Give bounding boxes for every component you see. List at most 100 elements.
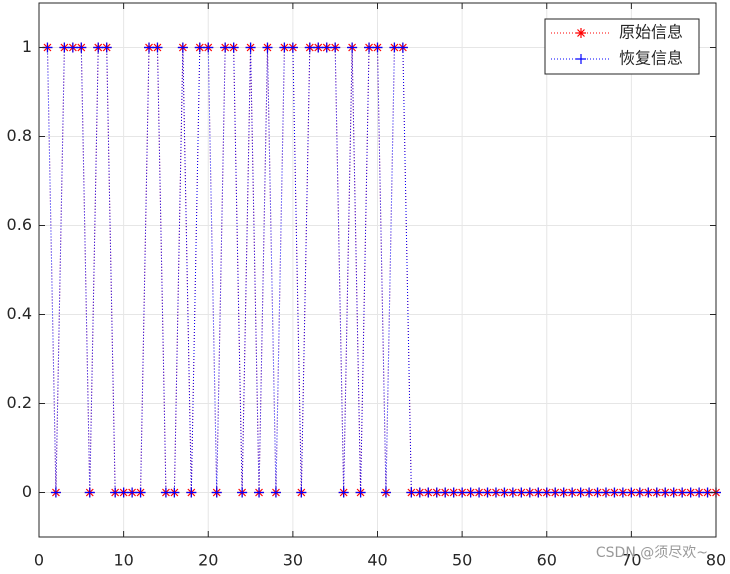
marker — [490, 487, 501, 498]
marker — [169, 487, 180, 498]
marker — [499, 487, 510, 498]
marker — [270, 487, 281, 498]
legend-marker — [576, 28, 586, 38]
marker — [330, 42, 341, 53]
marker — [380, 487, 391, 498]
marker — [533, 487, 544, 498]
marker — [177, 42, 188, 53]
marker — [321, 42, 332, 53]
marker — [558, 487, 569, 498]
marker — [355, 487, 366, 498]
marker — [431, 487, 442, 498]
marker — [110, 487, 121, 498]
legend-label: 原始信息 — [619, 23, 683, 42]
marker — [262, 42, 273, 53]
marker — [67, 42, 78, 53]
legend-box — [544, 18, 700, 75]
y-tick-label: 1 — [22, 37, 32, 56]
marker — [617, 487, 628, 498]
marker — [50, 487, 61, 498]
marker — [592, 487, 603, 498]
x-tick-label: 70 — [621, 551, 641, 570]
marker — [237, 487, 248, 498]
marker — [397, 42, 408, 53]
x-tick-label: 50 — [452, 551, 472, 570]
marker — [245, 42, 256, 53]
marker — [575, 487, 586, 498]
marker — [474, 487, 485, 498]
marker — [194, 42, 205, 53]
marker — [296, 487, 307, 498]
grid — [38, 3, 717, 537]
marker — [414, 487, 425, 498]
ticks: 0 10 20 30 40 50 60 70 80 0 0.2 0.4 0.6 0.8 1 — [7, 3, 726, 570]
marker — [626, 487, 637, 498]
marker — [457, 487, 468, 498]
marker — [507, 487, 518, 498]
watermark: CSDN @须尽欢~ — [596, 545, 708, 561]
marker — [347, 42, 358, 53]
y-tick-label: 0.6 — [7, 215, 32, 234]
marker — [643, 487, 654, 498]
x-tick-label: 60 — [537, 551, 557, 570]
marker — [651, 487, 662, 498]
marker — [93, 42, 104, 53]
marker — [211, 487, 222, 498]
marker — [600, 487, 611, 498]
x-tick-label: 10 — [113, 551, 133, 570]
marker — [634, 487, 645, 498]
marker — [516, 487, 527, 498]
marker — [694, 487, 705, 498]
marker — [677, 487, 688, 498]
marker — [364, 42, 375, 53]
marker — [220, 42, 231, 53]
marker — [584, 487, 595, 498]
x-tick-label: 30 — [283, 551, 303, 570]
marker — [372, 42, 383, 53]
marker — [567, 487, 578, 498]
y-tick-label: 0.2 — [7, 393, 32, 412]
marker — [685, 487, 696, 498]
marker — [144, 42, 155, 53]
marker — [338, 487, 349, 498]
marker — [160, 487, 171, 498]
marker — [152, 42, 163, 53]
y-tick-label: 0.4 — [7, 304, 32, 323]
marker — [465, 487, 476, 498]
marker — [279, 42, 290, 53]
marker — [228, 42, 239, 53]
marker — [127, 487, 138, 498]
marker — [84, 487, 95, 498]
y-tick-label: 0.8 — [7, 126, 32, 145]
marker — [304, 42, 315, 53]
x-tick-label: 0 — [34, 551, 44, 570]
legend-label: 恢复信息 — [619, 49, 683, 68]
marker — [76, 42, 87, 53]
marker — [482, 487, 493, 498]
marker — [287, 42, 298, 53]
marker — [118, 487, 129, 498]
marker — [59, 42, 70, 53]
marker — [550, 487, 561, 498]
legend-marker — [576, 54, 586, 64]
marker — [668, 487, 679, 498]
x-tick-label: 80 — [706, 551, 726, 570]
marker — [440, 487, 451, 498]
y-tick-label: 0 — [22, 482, 32, 501]
marker — [135, 487, 146, 498]
x-tick-label: 40 — [367, 551, 387, 570]
marker — [203, 42, 214, 53]
marker — [524, 487, 535, 498]
marker — [101, 42, 112, 53]
marker — [389, 42, 400, 53]
marker — [254, 487, 265, 498]
marker — [423, 487, 434, 498]
marker — [541, 487, 552, 498]
marker — [448, 487, 459, 498]
marker — [660, 487, 671, 498]
marker — [609, 487, 620, 498]
x-tick-label: 20 — [198, 551, 218, 570]
